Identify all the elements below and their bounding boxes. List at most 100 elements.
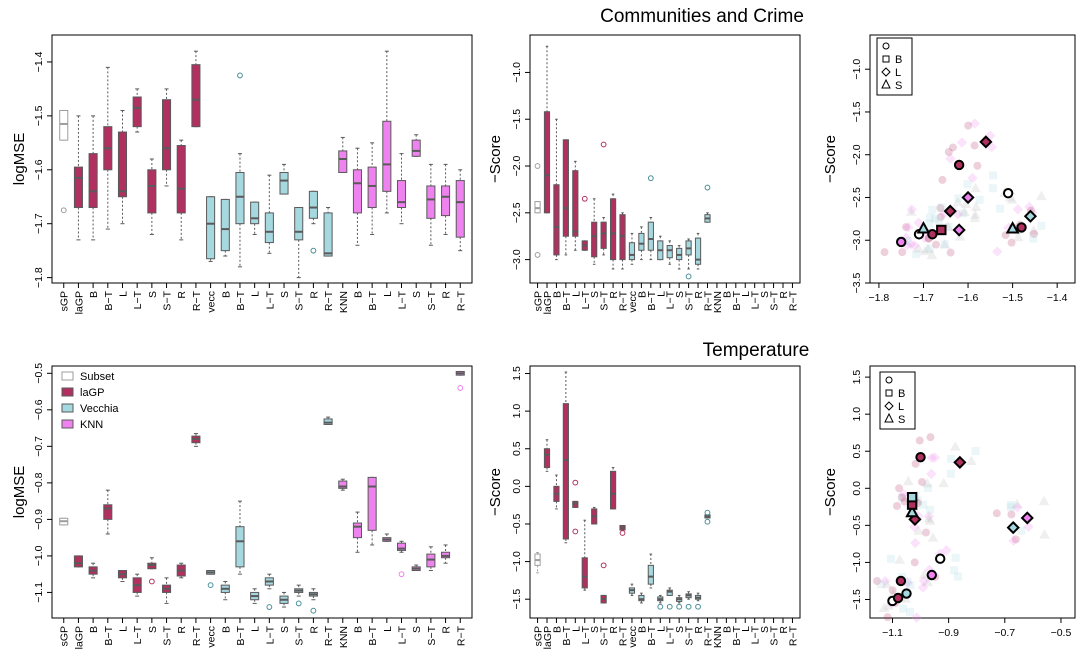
cc-scatter-bg-point <box>937 203 946 212</box>
cc-score-box <box>543 111 551 214</box>
temp-logmse-box <box>367 476 377 531</box>
cc-score-box <box>600 221 607 249</box>
cc-score-xtick-label: S−T <box>684 290 696 310</box>
cc-scatter-bg-point <box>967 172 978 184</box>
cc-score-frame <box>529 34 801 284</box>
cc-logmse-box <box>308 190 318 219</box>
temp-scatter-bg-point <box>1023 521 1034 532</box>
cc-logmse-box <box>323 212 333 257</box>
temp-logmse-xtick-label: S−T <box>294 625 306 645</box>
cc-score-xtick-label: R <box>693 291 705 299</box>
cc-scatter-bg-point <box>1012 204 1024 215</box>
temp-scatter-bg-point <box>922 528 931 537</box>
temp-logmse-ytick-label: −0.9 <box>33 509 45 530</box>
cc-logmse-xtick-label: R−T <box>323 290 335 311</box>
temp-logmse-ytick-label: −0.7 <box>33 436 45 457</box>
temp-scatter-bg-point <box>1012 502 1023 513</box>
cc-score-xtick-label: L−T <box>750 290 762 309</box>
cc-scatter-bg-point <box>1036 190 1047 201</box>
temp-score-xtick-label: L−T <box>580 625 592 644</box>
temp-scatter-bg-point <box>899 604 908 613</box>
cc-score-xtick-label: R <box>608 291 620 299</box>
cc-score-xtick-label: R−T <box>787 290 799 311</box>
temp-scatter-ytick-label: −1.5 <box>851 589 863 610</box>
temp-score-xtick-label: B−T <box>561 625 573 645</box>
cc-scatter-highlight-point <box>895 236 907 248</box>
legend-box-subset <box>61 371 74 381</box>
temp-score-xtick-label: B <box>636 626 648 633</box>
temp-scatter-highlight-point <box>935 553 946 564</box>
cc-scatter-bg-point <box>954 231 966 241</box>
temp-scatter-bg-point <box>1006 503 1015 512</box>
temp-logmse-ytick-label: −0.5 <box>33 363 45 384</box>
temp-scatter-ytick-label: −1.0 <box>851 552 863 573</box>
temp-score-panel: −1.5−1.0−0.50.00.51.01.5−ScoresGPlaGPBB−… <box>487 365 801 649</box>
temp-score-xtick-label: R−T <box>618 625 630 646</box>
cc-logmse-box <box>88 153 98 209</box>
cc-score-outlier <box>534 252 541 258</box>
cc-logmse-box <box>367 166 377 209</box>
cc-score-ylabel: −Score <box>487 135 504 183</box>
cc-logmse-box <box>352 169 362 214</box>
temp-logmse-xtick-label: S−T <box>162 625 174 645</box>
temp-scatter-bg-point <box>1017 526 1026 535</box>
temp-scatter-highlight-point <box>926 569 937 581</box>
cc-logmse-box <box>235 171 245 225</box>
temp-score-xtick-label: L−T <box>750 625 762 644</box>
temp-score-box <box>666 589 673 596</box>
shape-legend-temp-square-icon <box>885 389 893 397</box>
legend-box-vecchia <box>61 403 74 413</box>
shape-legend-cc-l: L <box>895 67 901 79</box>
temp-scatter-bg-point <box>888 586 897 595</box>
cc-score-xtick-label: S−T <box>599 290 611 310</box>
cc-score-xtick-label: B−T <box>731 290 743 310</box>
temp-scatter-bg-point <box>1011 535 1020 544</box>
cc-score-outlier <box>600 141 607 148</box>
temp-score-xtick-label: S <box>589 626 601 633</box>
cc-scatter-bg-point <box>948 143 957 152</box>
shape-legend-cc-b: B <box>895 54 902 66</box>
cc-score-outlier <box>534 163 541 169</box>
temp-logmse-ytick-label: −0.6 <box>33 399 45 420</box>
temp-logmse-xtick-label: R <box>308 626 320 634</box>
temp-score-xtick-label: S <box>674 626 686 633</box>
temp-score-xtick-label: KNN <box>712 626 724 648</box>
cc-scatter-bg-point <box>935 216 944 225</box>
cc-logmse-frame <box>51 34 473 284</box>
cc-score-xtick-label: R−T <box>702 290 714 311</box>
cc-score-ytick-label: −2.5 <box>511 202 523 223</box>
cc-score-xtick-label: L−T <box>665 290 677 309</box>
temp-scatter-bg-point <box>1008 535 1019 546</box>
cc-score-box <box>609 198 617 261</box>
cc-scatter-bg-point <box>925 244 934 253</box>
cc-score-box <box>666 245 673 259</box>
cc-scatter-frame <box>869 34 1076 284</box>
cc-logmse-box <box>382 120 392 192</box>
temp-scatter-panel: −1.5 −1.0 −0.5 0.0 0.5 1.0 1.5 −Score −1.1 −0.9 −0… <box>822 365 1076 639</box>
cc-score-xtick-label: L <box>570 291 582 297</box>
cc-scatter-highlight-point <box>1002 188 1014 199</box>
temp-scatter-xtick-label: −0.7 <box>994 627 1015 639</box>
cc-score-xtick-label: vecc <box>627 291 639 313</box>
temp-score-xtick-label: S−T <box>599 625 611 645</box>
cc-scatter-ytick-label: −3.0 <box>851 230 863 251</box>
cc-logmse-box <box>220 198 230 252</box>
cc-scatter-highlight-point <box>943 204 957 218</box>
cc-score-xtick-label: R−T <box>618 290 630 311</box>
cc-score-xtick-label: KNN <box>712 291 724 313</box>
cc-logmse-xtick-label: L <box>250 291 262 297</box>
temp-scatter-frame <box>869 365 1076 619</box>
cc-score-box <box>638 232 645 251</box>
cc-logmse-xtick-label: B−T <box>235 290 247 310</box>
cc-logmse-box <box>117 131 128 198</box>
temp-scatter-ylabel: −Score <box>822 468 839 516</box>
cc-logmse-box <box>191 64 201 128</box>
cc-scatter-bg-point <box>970 141 979 150</box>
temp-scatter-bg-point <box>887 554 896 563</box>
temp-logmse-xtick-label: B−T <box>367 625 379 645</box>
temp-logmse-ytick-label: −1.1 <box>33 582 45 603</box>
temp-score-xtick-label: S−T <box>769 625 781 645</box>
temp-scatter-xtick-label: −0.9 <box>938 627 959 639</box>
